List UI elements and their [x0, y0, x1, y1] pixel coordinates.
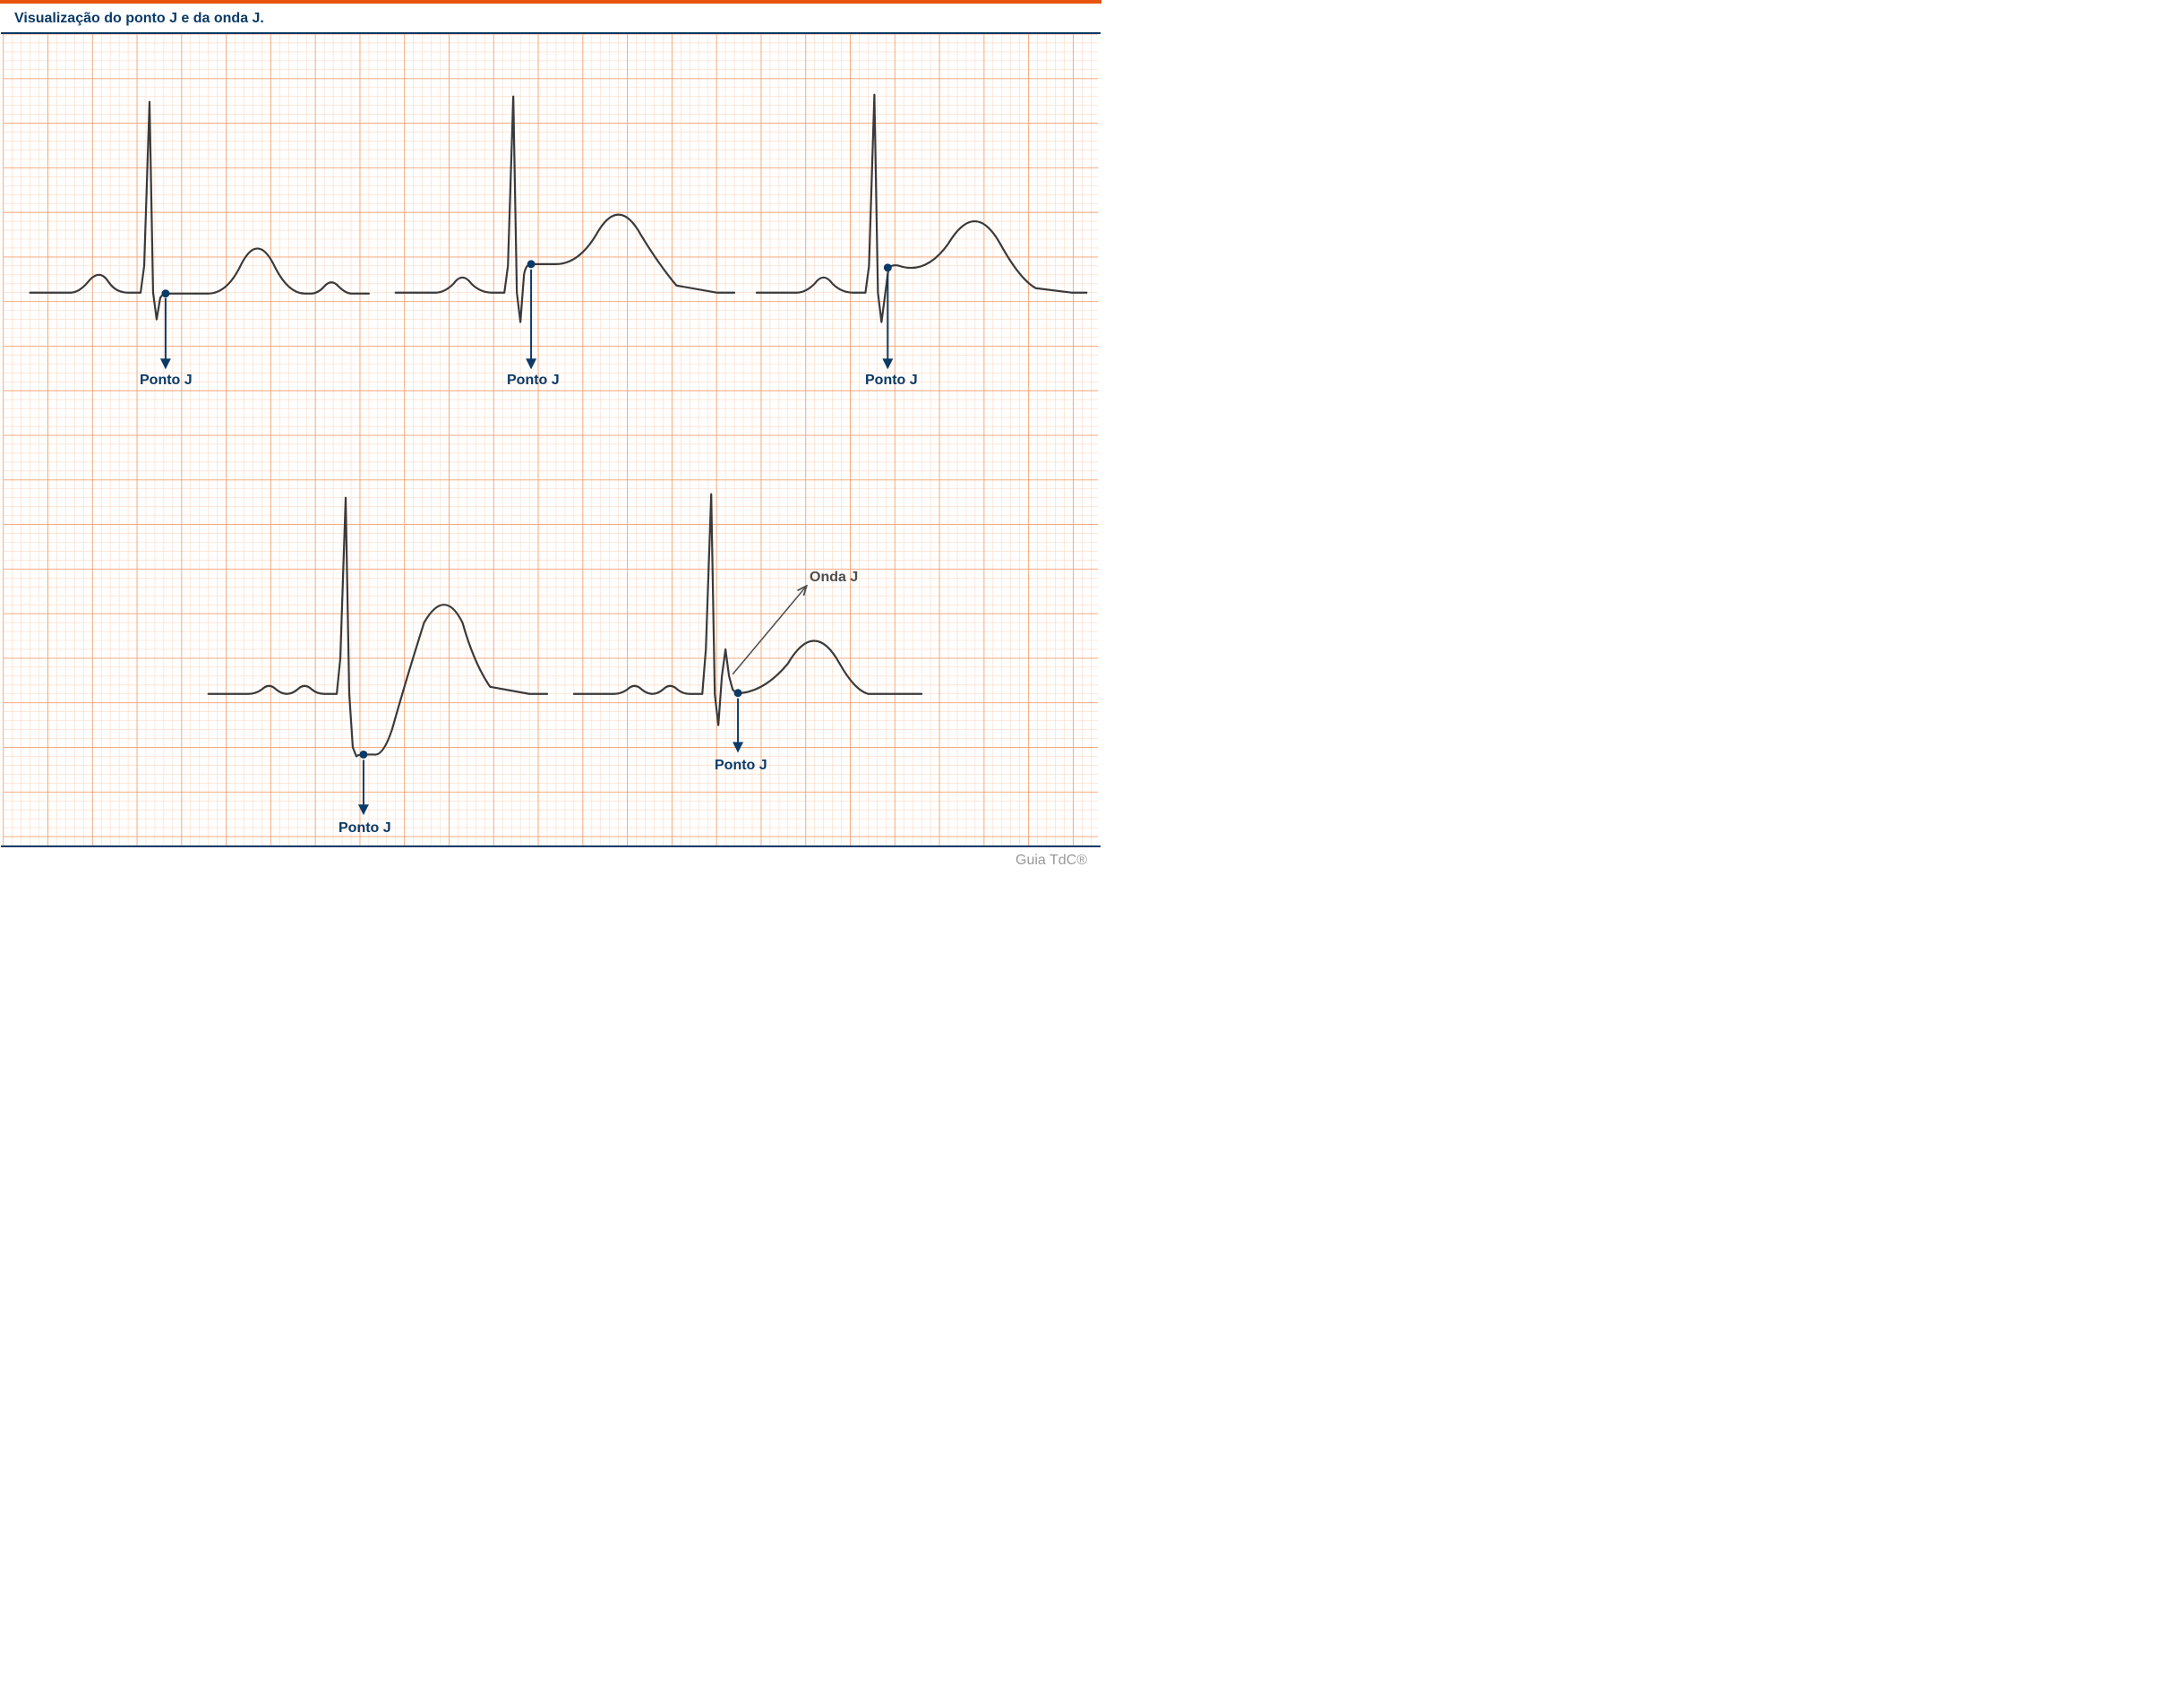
- j-point-marker-p1: [161, 289, 169, 297]
- onda-j-arrow: [733, 587, 806, 674]
- j-point-marker-p5: [734, 689, 742, 697]
- j-point-label-p2: Ponto J: [507, 373, 560, 389]
- onda-j-label: Onda J: [810, 570, 858, 586]
- j-point-label-p1: Ponto J: [140, 373, 193, 389]
- ecg-waveform-p3: [757, 95, 1086, 322]
- j-point-label-p3: Ponto J: [865, 373, 918, 389]
- figure-title: Visualização do ponto J e da onda J.: [0, 4, 1101, 32]
- figure-container: Visualização do ponto J e da onda J. Pon…: [0, 0, 1101, 869]
- ecg-waveform-p2: [396, 97, 734, 322]
- ecg-waveform-p1: [30, 102, 369, 320]
- chart-area: Ponto J Ponto J Ponto J Ponto J Ponto J Onda …: [1, 32, 1101, 847]
- ecg-plot: [1, 34, 1101, 845]
- j-point-label-p5: Ponto J: [715, 758, 767, 774]
- j-point-marker-p3: [884, 263, 892, 271]
- j-point-marker-p4: [359, 751, 367, 759]
- footer-credit: Guia TdC®: [0, 847, 1101, 869]
- j-point-label-p4: Ponto J: [338, 820, 391, 837]
- ecg-waveform-p4: [209, 498, 547, 757]
- j-point-marker-p2: [527, 260, 536, 268]
- ecg-waveform-p5: [574, 494, 921, 725]
